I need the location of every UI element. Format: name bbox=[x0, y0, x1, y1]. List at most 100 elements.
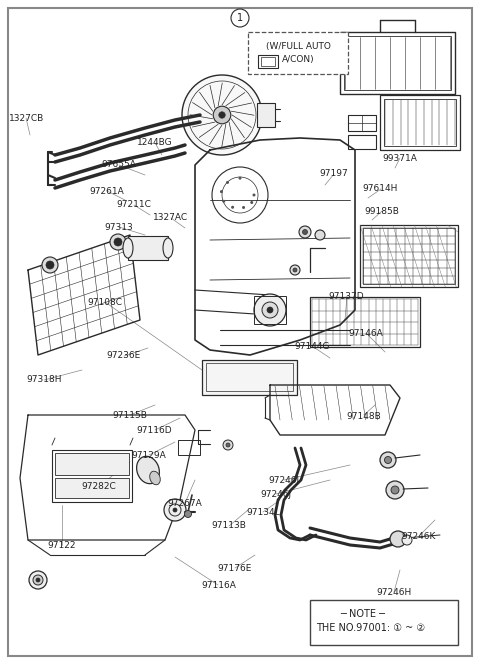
Text: 97246H: 97246H bbox=[376, 588, 411, 597]
Circle shape bbox=[184, 511, 192, 517]
Circle shape bbox=[384, 457, 392, 463]
Circle shape bbox=[226, 443, 230, 447]
Text: 97144G: 97144G bbox=[294, 342, 330, 351]
Circle shape bbox=[46, 261, 54, 269]
Circle shape bbox=[232, 207, 233, 208]
Circle shape bbox=[33, 575, 43, 585]
Circle shape bbox=[164, 499, 186, 521]
Bar bbox=[202, 360, 297, 395]
Text: 97129A: 97129A bbox=[132, 451, 166, 460]
Circle shape bbox=[262, 302, 278, 318]
Circle shape bbox=[302, 230, 308, 234]
Bar bbox=[384, 99, 456, 146]
Bar bbox=[348, 115, 376, 131]
Bar bbox=[206, 363, 293, 391]
Bar bbox=[55, 453, 129, 475]
Circle shape bbox=[114, 238, 122, 246]
Bar bbox=[257, 103, 275, 127]
Text: 97282C: 97282C bbox=[81, 481, 116, 491]
Circle shape bbox=[380, 452, 396, 468]
Ellipse shape bbox=[123, 238, 133, 258]
Bar bbox=[55, 478, 129, 498]
Text: 97116D: 97116D bbox=[137, 426, 172, 435]
Circle shape bbox=[36, 578, 40, 582]
Bar bbox=[248, 32, 348, 74]
Text: 99185B: 99185B bbox=[364, 207, 399, 216]
Text: 97197: 97197 bbox=[319, 169, 348, 179]
Circle shape bbox=[182, 75, 262, 155]
Circle shape bbox=[223, 440, 233, 450]
Circle shape bbox=[290, 265, 300, 275]
Text: 97614H: 97614H bbox=[362, 184, 398, 193]
Circle shape bbox=[213, 106, 231, 124]
Circle shape bbox=[315, 230, 325, 240]
Text: THE NO.97001: ① ~ ②: THE NO.97001: ① ~ ② bbox=[316, 623, 425, 633]
Circle shape bbox=[402, 535, 412, 545]
Text: 99371A: 99371A bbox=[382, 153, 417, 163]
Bar bbox=[254, 296, 286, 324]
Bar bbox=[52, 450, 132, 502]
Text: 97236E: 97236E bbox=[107, 351, 141, 361]
Bar bbox=[310, 600, 458, 645]
Circle shape bbox=[29, 571, 47, 589]
Bar bbox=[261, 57, 275, 66]
Circle shape bbox=[254, 294, 286, 326]
Text: 97122: 97122 bbox=[47, 541, 76, 550]
Circle shape bbox=[223, 201, 225, 202]
Text: 97267A: 97267A bbox=[168, 499, 202, 508]
Bar bbox=[258, 55, 278, 68]
Circle shape bbox=[227, 182, 228, 183]
Text: ─ NOTE ─: ─ NOTE ─ bbox=[340, 609, 385, 619]
Ellipse shape bbox=[163, 238, 173, 258]
Text: 97246J: 97246J bbox=[269, 475, 300, 485]
Bar bbox=[128, 236, 168, 260]
Circle shape bbox=[253, 194, 255, 196]
Circle shape bbox=[173, 508, 177, 512]
Text: 97176E: 97176E bbox=[217, 564, 252, 573]
Ellipse shape bbox=[150, 471, 160, 485]
Circle shape bbox=[243, 207, 244, 208]
Text: 97655A: 97655A bbox=[102, 160, 136, 169]
Text: 1327CB: 1327CB bbox=[9, 114, 44, 123]
Text: 97113B: 97113B bbox=[211, 521, 246, 531]
Bar bbox=[363, 228, 455, 284]
Bar bbox=[380, 95, 460, 150]
Bar bbox=[340, 32, 455, 94]
Text: 97108C: 97108C bbox=[87, 298, 122, 307]
Text: (W/FULL AUTO: (W/FULL AUTO bbox=[265, 42, 330, 50]
Bar bbox=[178, 440, 200, 455]
Circle shape bbox=[231, 9, 249, 27]
Circle shape bbox=[299, 226, 311, 238]
Text: 97211C: 97211C bbox=[116, 200, 151, 209]
Text: 97134L: 97134L bbox=[246, 508, 280, 517]
Text: A/CON): A/CON) bbox=[282, 54, 314, 64]
Circle shape bbox=[110, 234, 126, 250]
Text: 97313: 97313 bbox=[105, 222, 133, 232]
Circle shape bbox=[239, 177, 241, 179]
Circle shape bbox=[390, 531, 406, 547]
Text: 97116A: 97116A bbox=[201, 581, 236, 590]
Text: 97318H: 97318H bbox=[26, 375, 62, 384]
Text: 97148B: 97148B bbox=[347, 412, 381, 422]
Text: 97146A: 97146A bbox=[348, 329, 383, 338]
Text: 1244BG: 1244BG bbox=[137, 138, 172, 147]
Circle shape bbox=[267, 307, 273, 313]
Text: 97137D: 97137D bbox=[329, 291, 364, 301]
Bar bbox=[360, 225, 458, 287]
Text: 1: 1 bbox=[237, 13, 243, 23]
Text: 97115B: 97115B bbox=[112, 411, 147, 420]
Text: 97246J: 97246J bbox=[261, 490, 291, 499]
Text: 1327AC: 1327AC bbox=[153, 213, 188, 222]
Circle shape bbox=[251, 202, 252, 203]
Circle shape bbox=[386, 481, 404, 499]
Bar bbox=[310, 297, 420, 347]
Ellipse shape bbox=[137, 456, 159, 483]
Circle shape bbox=[219, 112, 225, 118]
Text: 97261A: 97261A bbox=[89, 187, 124, 196]
Circle shape bbox=[221, 191, 222, 193]
Circle shape bbox=[293, 268, 297, 272]
Text: 97246K: 97246K bbox=[401, 532, 436, 541]
Circle shape bbox=[391, 486, 399, 494]
Bar bbox=[348, 135, 376, 149]
Bar bbox=[344, 36, 451, 90]
